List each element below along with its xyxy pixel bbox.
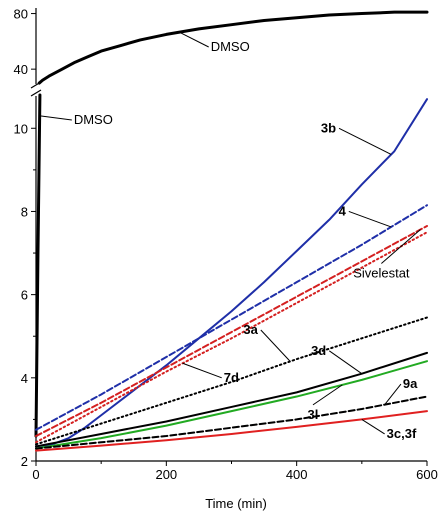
annotation-leader: [338, 127, 392, 155]
y-tick-label: 4: [21, 371, 28, 386]
annotation-label: 3d: [311, 343, 326, 358]
annotation-layer: DMSO DMSO 3b 4 Sivelestat 7d 3a 3d 3l 9a 3c,3f: [39, 31, 421, 441]
series-line-3c-3f: [35, 410, 428, 452]
axis-break-mark: [30, 89, 42, 97]
annotation-leader: [361, 418, 385, 435]
x-tick-label: 600: [416, 467, 438, 482]
annotation-leader: [384, 383, 402, 405]
annotation-leader: [381, 229, 421, 264]
annotation-leader: [260, 329, 291, 362]
x-axis-label: Time (min): [205, 496, 267, 511]
annotation-label: 4: [339, 203, 347, 218]
annotation-label: 3l: [308, 407, 319, 422]
series-line-9a: [35, 395, 428, 450]
annotation-label: 9a: [403, 376, 418, 391]
x-tick-label: 400: [286, 467, 308, 482]
y-tick-label: 40: [14, 62, 28, 77]
series-line-sivelestat: [35, 225, 428, 438]
annotation-label: Sivelestat: [353, 265, 410, 280]
y-tick-label: 8: [21, 204, 28, 219]
annotation-label: 3c,3f: [387, 426, 417, 441]
annotation-leader: [182, 362, 222, 379]
series-line-dmso: [34, 10, 429, 438]
annotation-leader: [348, 210, 392, 228]
x-tick-label: 0: [32, 467, 39, 482]
y-tick-label: 6: [21, 288, 28, 303]
series-line-3l: [35, 360, 428, 450]
annotation-label: DMSO: [211, 39, 250, 54]
series-line-4: [35, 204, 428, 431]
y-tick-label: 80: [14, 7, 28, 22]
series-line-7d: [35, 231, 428, 444]
series-layer: [34, 10, 429, 452]
series-line-3a: [35, 316, 428, 446]
annotation-leader: [328, 350, 363, 375]
annotation-leader: [39, 115, 72, 121]
series-line-3d: [35, 351, 428, 448]
annotation-label: DMSO: [74, 112, 113, 127]
annotation-label: 3a: [243, 322, 258, 337]
annotation-label: 7d: [224, 370, 239, 385]
annotation-leader: [312, 384, 343, 406]
y-tick-label: 2: [21, 454, 28, 469]
annotation-label: 3b: [321, 120, 336, 135]
annotation-leader: [179, 31, 209, 48]
axes: 0 200 400 600 2 4 6 8 10 40 80: [14, 7, 438, 482]
y-tick-label: 10: [14, 121, 28, 136]
x-tick-label: 200: [155, 467, 177, 482]
